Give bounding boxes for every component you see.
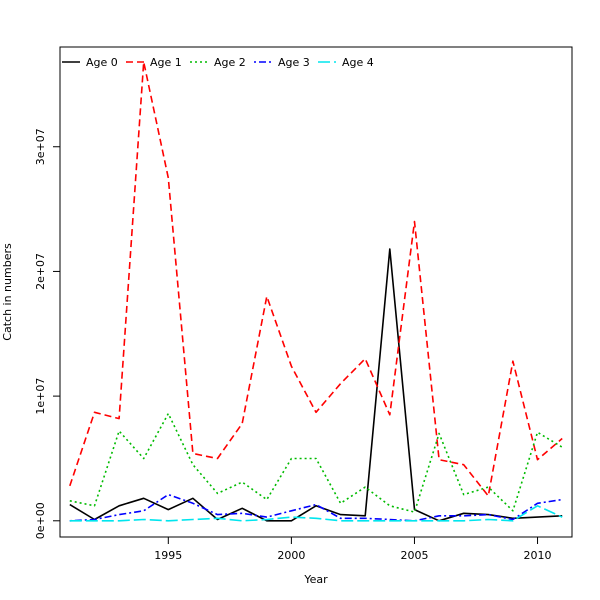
y-tick-label: 3e+07 <box>34 128 47 165</box>
series-line-age-0 <box>69 248 563 522</box>
series-line-age-4 <box>69 504 563 522</box>
plot-frame <box>59 46 573 538</box>
legend-label-age-0: Age 0 <box>86 56 118 69</box>
series-line-age-2 <box>69 412 563 513</box>
x-tick-label: 2010 <box>524 549 552 562</box>
legend-label-age-2: Age 2 <box>214 56 246 69</box>
legend-label-age-4: Age 4 <box>342 56 374 69</box>
x-tick-label: 2005 <box>400 549 428 562</box>
y-tick-label: 0e+00 <box>34 502 47 539</box>
x-tick-label: 2000 <box>277 549 305 562</box>
x-tick-label: 1995 <box>154 549 182 562</box>
legend: Age 0 Age 1 Age 2 Age 3 Age 4 <box>62 56 374 69</box>
series-line-age-1 <box>69 61 563 497</box>
legend-label-age-1: Age 1 <box>150 56 182 69</box>
y-axis: 0e+00 1e+07 2e+07 3e+07 <box>34 128 60 539</box>
legend-label-age-3: Age 3 <box>278 56 310 69</box>
plot-area <box>59 46 573 538</box>
x-axis: 1995 2000 2005 2010 <box>154 537 552 562</box>
x-axis-label: Year <box>303 573 328 586</box>
y-axis-label: Catch in numbers <box>1 243 14 341</box>
y-tick-label: 2e+07 <box>34 253 47 290</box>
series-layer <box>69 61 563 522</box>
series-line-age-3 <box>69 493 563 522</box>
y-tick-label: 1e+07 <box>34 378 47 415</box>
